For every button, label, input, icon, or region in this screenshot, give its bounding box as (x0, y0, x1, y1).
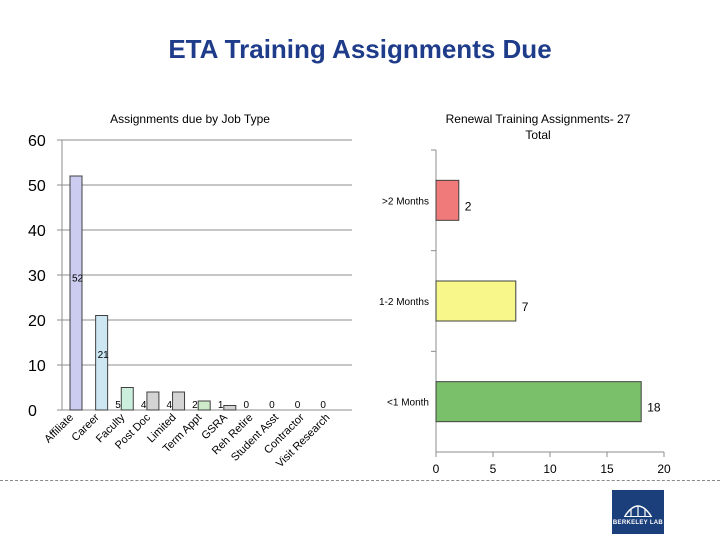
chart2-bar (435, 280, 517, 322)
chart2-bar (435, 179, 460, 221)
chart1-data-label: 1 (218, 400, 224, 411)
chart1-data-label: 0 (243, 400, 249, 411)
chart1-bar (223, 405, 237, 411)
chart2-x-tick-label: 10 (543, 462, 557, 476)
chart1-bar (197, 400, 211, 411)
chart2-category-label: >2 Months (382, 196, 429, 207)
chart1-y-tick-label: 10 (28, 358, 46, 375)
chart1-data-label: 21 (98, 350, 110, 361)
chart1-title: Assignments due by Job Type (110, 112, 270, 126)
berkeley-lab-logo: BERKELEY LAB (612, 490, 664, 534)
chart2-category-label: 1-2 Months (379, 297, 429, 308)
chart1-bar (172, 391, 186, 411)
chart1-bar (69, 175, 83, 411)
chart2-data-label: 2 (465, 199, 472, 213)
chart1-y-tick-label: 50 (28, 178, 46, 195)
page-title: ETA Training Assignments Due (168, 34, 552, 64)
lab-building-icon (624, 505, 652, 517)
chart2-title-line: Renewal Training Assignments- 27 (446, 112, 631, 126)
chart1-bar (146, 391, 160, 411)
chart2-data-label: 18 (647, 401, 661, 415)
chart2-category-label: <1 Month (387, 398, 429, 409)
chart1-bar (95, 315, 109, 411)
chart2-x-tick-label: 5 (490, 462, 497, 476)
chart1-data-label: 2 (192, 400, 198, 411)
chart1-data-label: 52 (72, 273, 84, 284)
chart1-data-label: 4 (141, 400, 147, 411)
chart1-data-label: 4 (167, 400, 173, 411)
chart1-y-tick-label: 60 (28, 133, 46, 150)
chart1-data-label: 0 (320, 400, 326, 411)
chart1-data-label: 0 (295, 400, 301, 411)
chart1-y-tick-label: 30 (28, 268, 46, 285)
logo-text: BERKELEY LAB (612, 520, 664, 526)
chart1-y-tick-label: 0 (28, 403, 37, 420)
chart1-y-tick-label: 40 (28, 223, 46, 240)
footer-divider (0, 480, 720, 481)
chart2-x-tick-label: 20 (657, 462, 671, 476)
chart1-bar (120, 387, 134, 411)
chart2-data-label: 7 (522, 300, 529, 314)
chart1-data-label: 5 (115, 400, 121, 411)
chart2-bar (435, 381, 642, 423)
chart2-x-tick-label: 0 (433, 462, 440, 476)
chart2-title-line: Total (525, 128, 550, 142)
chart1-data-label: 0 (269, 400, 275, 411)
chart2-x-tick-label: 15 (600, 462, 614, 476)
chart1-y-tick-label: 20 (28, 313, 46, 330)
chart1-category-label: Affiliate (42, 412, 76, 446)
